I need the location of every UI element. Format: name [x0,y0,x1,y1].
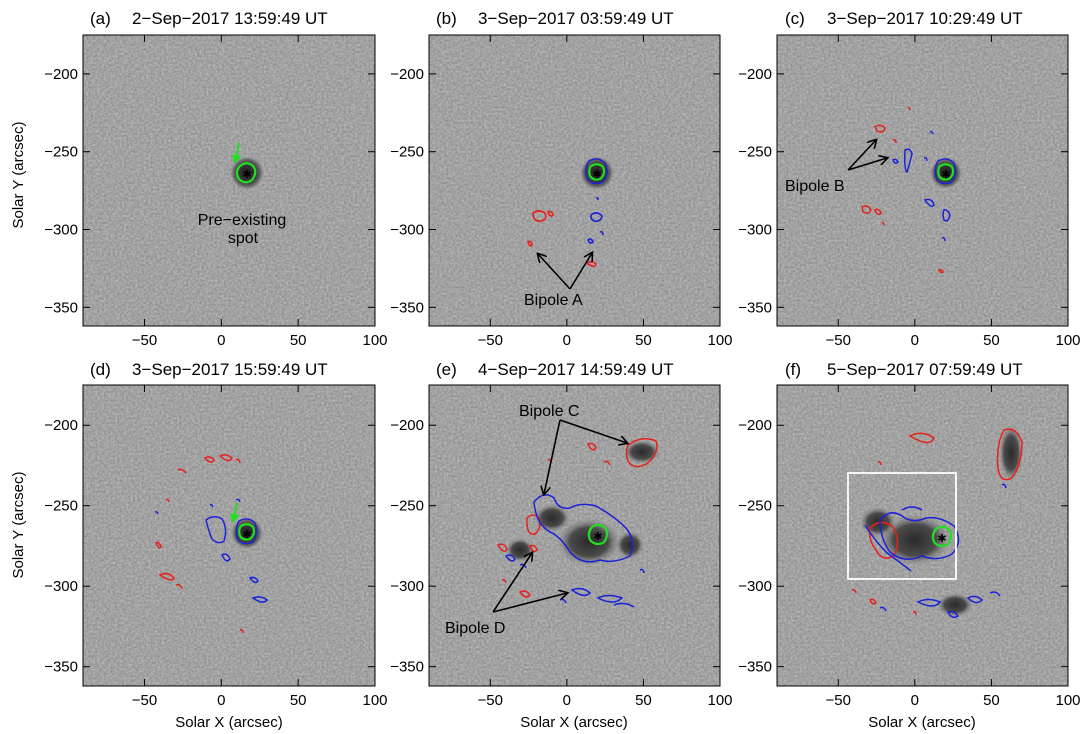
y-tick-label: −250 [390,498,424,515]
x-axis-label-e: Solar X (arcsec) [520,714,628,731]
x-tick-label: 50 [635,692,652,709]
panel-e-time: 4−Sep−2017 14:59:49 UT [478,360,674,379]
x-tick-label: 0 [563,332,571,349]
y-tick-label: −350 [738,299,772,316]
y-tick-label: −300 [44,222,78,239]
panel-b-time: 3−Sep−2017 03:59:49 UT [478,9,674,28]
x-tick-label: 50 [290,692,307,709]
bipole-d-label: Bipole D [445,620,505,637]
x-tick-label: 0 [911,332,919,349]
x-tick-label: 50 [635,332,652,349]
y-tick-label: −200 [44,66,78,83]
x-tick-label: −50 [826,332,851,349]
x-tick-label: 50 [983,332,1000,349]
x-tick-label: −50 [132,332,157,349]
x-axis-label-d: Solar X (arcsec) [175,714,283,731]
panel-d-label: (d) [90,360,111,379]
bipole-c-label: Bipole C [519,403,579,420]
y-tick-label: −250 [738,144,772,161]
y-tick-label: −300 [738,222,772,239]
panel-f: ✱ (f) 5−Sep−2017 07:59:49 UT [776,360,1069,687]
y-tick-label: −250 [738,498,772,515]
y-tick-label: −200 [390,66,424,83]
bipole-a-label: Bipole A [524,292,583,309]
panel-f-label: (f) [785,360,801,379]
x-tick-label: 0 [217,692,225,709]
x-tick-label: −50 [826,692,851,709]
panel-c: ✱ (c) 3−Sep−2017 10:29:49 UT Bipole B [776,9,1069,327]
x-tick-label: −50 [478,332,503,349]
svg-text:✱: ✱ [592,169,601,181]
y-tick-label: −350 [44,659,78,676]
x-tick-label: −50 [132,692,157,709]
panel-c-label: (c) [785,9,805,28]
y-tick-label: −250 [390,144,424,161]
panel-d-time: 3−Sep−2017 15:59:49 UT [132,360,328,379]
x-tick-label: 0 [911,692,919,709]
y-tick-label: −250 [44,144,78,161]
region-box [847,472,957,580]
y-tick-label: −200 [390,417,424,434]
y-tick-label: −200 [738,417,772,434]
x-tick-label: 0 [217,332,225,349]
x-tick-label: 100 [362,692,387,709]
y-tick-label: −350 [390,299,424,316]
x-tick-label: −50 [478,692,503,709]
axis-ticks: −50 0 50 100 −200 −250 −300 −350 −50 0 50 100 −200 −2… [44,35,1081,709]
pre-existing-label-line1: Pre−existing [198,212,287,229]
panel-b: ✱ (b) 3−Sep−2017 03:59:49 UT Bipole A [428,9,721,327]
pre-existing-label-line2: spot [228,230,259,247]
x-tick-label: 100 [362,332,387,349]
panel-c-time: 3−Sep−2017 10:29:49 UT [827,9,1023,28]
y-axis-label-top: Solar Y (arcsec) [10,122,27,229]
y-tick-label: −200 [738,66,772,83]
y-tick-label: −350 [390,659,424,676]
y-tick-label: −300 [44,578,78,595]
svg-text:✱: ✱ [593,531,602,543]
x-tick-label: 50 [290,332,307,349]
panel-d: ✱ (d) 3−Sep−2017 15:59:49 UT [82,360,376,687]
y-tick-label: −350 [44,299,78,316]
x-tick-label: 50 [983,692,1000,709]
panel-f-time: 5−Sep−2017 07:59:49 UT [827,360,1023,379]
panel-a: ✱ (a) 2−Sep−2017 13:59:49 UT Pre−existin… [82,9,376,327]
panel-a-time: 2−Sep−2017 13:59:49 UT [132,9,328,28]
x-tick-label: 100 [1055,692,1080,709]
x-tick-label: 100 [707,692,732,709]
y-tick-label: −300 [390,578,424,595]
y-tick-label: −200 [44,417,78,434]
panel-e-label: (e) [436,360,457,379]
y-tick-label: −350 [738,659,772,676]
bipole-b-label: Bipole B [785,178,845,195]
x-tick-label: 0 [563,692,571,709]
svg-text:✱: ✱ [242,169,251,181]
svg-text:✱: ✱ [242,529,251,541]
svg-text:✱: ✱ [941,169,950,181]
panel-a-label: (a) [90,9,111,28]
y-tick-label: −300 [738,578,772,595]
y-tick-label: −250 [44,498,78,515]
y-axis-label-bottom: Solar Y (arcsec) [10,472,27,579]
svg-text:✱: ✱ [937,533,946,545]
panel-b-label: (b) [436,9,457,28]
y-tick-label: −300 [390,222,424,239]
x-axis-label-f: Solar X (arcsec) [868,714,976,731]
x-tick-label: 100 [707,332,732,349]
panel-e: ✱ (e) 4−Sep−2017 14:59:49 UT Bipole C Bi… [428,360,721,687]
x-tick-label: 100 [1055,332,1080,349]
